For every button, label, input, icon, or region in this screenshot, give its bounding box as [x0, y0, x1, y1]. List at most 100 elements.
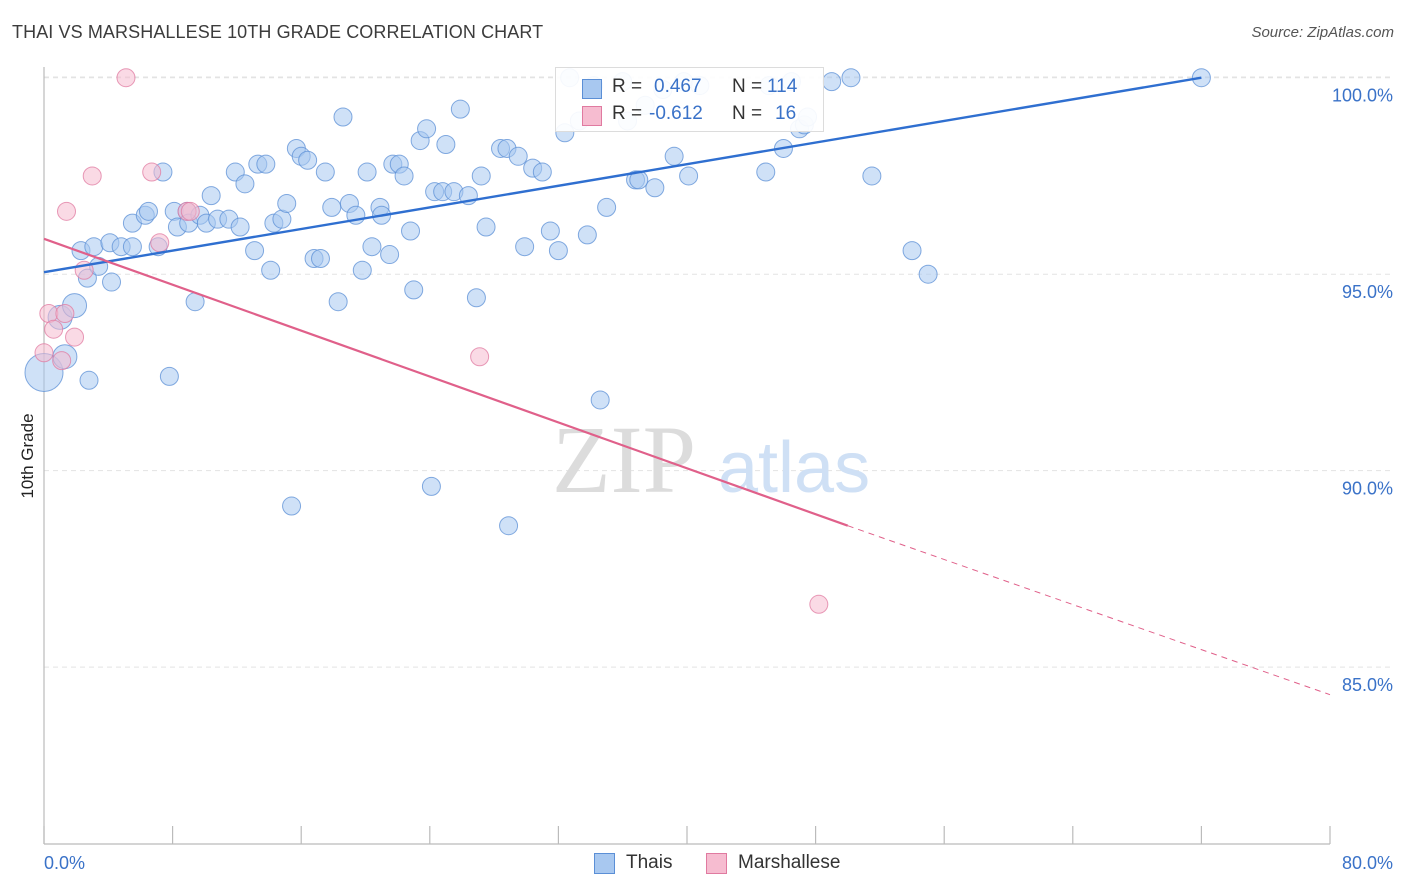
marshallese-point [116, 68, 136, 88]
legend-n-value: 16 [775, 103, 797, 124]
thais-point [315, 162, 335, 182]
legend-label-marshallese: Marshallese [738, 852, 841, 873]
marshallese-point [52, 351, 72, 371]
marshallese-point [39, 303, 59, 323]
thais-point [282, 496, 302, 516]
chart-title: THAI VS MARSHALLESE 10TH GRADE CORRELATI… [12, 22, 544, 42]
legend-r-label: R = [612, 103, 643, 124]
thais-point [380, 245, 400, 265]
legend-label-thais: Thais [626, 852, 673, 873]
marshallese-point [470, 347, 490, 367]
legend-r-value: 0.467 [654, 76, 702, 97]
legend-r-label: R = [612, 76, 643, 97]
legend-swatch-thais [594, 853, 615, 874]
legend-n-label: N = [732, 76, 763, 97]
stats-legend: R = 0.467 N = 114 R = -0.612 N = 16 [555, 67, 824, 132]
thais-point [421, 476, 441, 496]
marshallese-trend-line [43, 237, 849, 527]
thais-point [597, 197, 617, 217]
thais-point [159, 366, 179, 386]
thais-point [417, 119, 437, 139]
marshallese-trend-extension [847, 525, 1331, 696]
marshallese-point [44, 319, 64, 339]
legend-swatch-marshallese [706, 853, 727, 874]
thais-point [84, 237, 104, 257]
thais-point [577, 225, 597, 245]
thais-point [298, 150, 318, 170]
thais-point [756, 162, 776, 182]
thais-point [499, 516, 519, 536]
marshallese-point [34, 343, 54, 363]
marshallese-point [82, 166, 102, 186]
thais-point [540, 221, 560, 241]
thais-point [272, 209, 292, 229]
legend-n-value: 114 [767, 76, 798, 97]
thais-point [310, 248, 330, 268]
thais-point [862, 166, 882, 186]
thais-point [394, 166, 414, 186]
legend-swatch-thais [582, 79, 602, 99]
y-tick-label: 85.0% [1342, 675, 1393, 695]
marshallese-point [809, 594, 829, 614]
thais-point [645, 178, 665, 198]
thais-point [548, 241, 568, 261]
legend-n-label: N = [732, 103, 763, 124]
gridlines [44, 76, 1392, 668]
thais-point [102, 272, 122, 292]
thais-point [664, 146, 684, 166]
thais-point [590, 390, 610, 410]
thais-point [508, 146, 528, 166]
thais-point [471, 166, 491, 186]
x-tick-label: 0.0% [44, 853, 85, 873]
thais-point [328, 292, 348, 312]
y-tick-label: 100.0% [1332, 86, 1393, 106]
marshallese-point [180, 201, 200, 221]
y-tick-label: 90.0% [1342, 479, 1393, 499]
marshallese-point [55, 303, 75, 323]
thais-point [466, 288, 486, 308]
thais-point [362, 237, 382, 257]
thais-point [515, 237, 535, 257]
thais-point [122, 237, 142, 257]
thais-point [401, 221, 421, 241]
trend-lines [43, 76, 1331, 696]
watermark-zip: ZIP [552, 406, 696, 513]
thais-point [138, 201, 158, 221]
thais-point [902, 241, 922, 261]
x-tick-label: 80.0% [1342, 853, 1393, 873]
marshallese-point [65, 327, 85, 347]
watermark-atlas: atlas [718, 428, 870, 508]
thais-trend-line [43, 76, 1202, 274]
thais-point [532, 162, 552, 182]
thais-point [822, 72, 842, 92]
tick-labels: 85.0% 90.0% 95.0% 100.0% 0.0% 80.0% [44, 86, 1393, 873]
legend-r-value: -0.612 [649, 103, 703, 124]
marshallese-point [57, 201, 77, 221]
thais-point [476, 217, 496, 237]
y-axis-label: 10th Grade [18, 413, 37, 498]
thais-point [201, 186, 221, 206]
thais-point [679, 166, 699, 186]
thais-point [629, 170, 649, 190]
source-credit: Source: ZipAtlas.com [1251, 24, 1394, 41]
thais-point [277, 193, 297, 213]
thais-point [322, 197, 342, 217]
thais-point [918, 264, 938, 284]
thais-point [404, 280, 424, 300]
marshallese-point [150, 233, 170, 253]
thais-point [333, 107, 353, 127]
thais-point [256, 154, 276, 174]
thais-point [841, 68, 861, 88]
thais-point [261, 260, 281, 280]
legend-swatch-marshallese [582, 106, 602, 126]
thais-point [357, 162, 377, 182]
thais-point [235, 174, 255, 194]
marshallese-point [142, 162, 162, 182]
thais-point [245, 241, 265, 261]
y-tick-label: 95.0% [1342, 282, 1393, 302]
thais-point [352, 260, 372, 280]
data-points [24, 68, 1211, 614]
axes [43, 67, 1331, 845]
thais-point [230, 217, 250, 237]
